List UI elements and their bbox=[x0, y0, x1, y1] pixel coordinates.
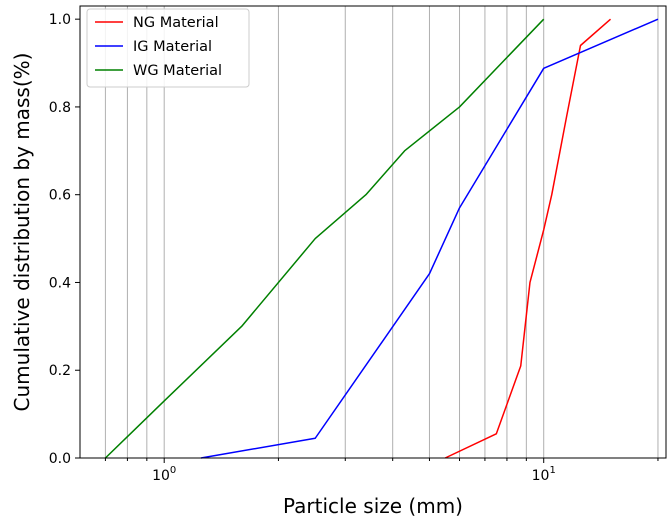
x-tick-label: 100 bbox=[152, 465, 176, 484]
legend-label: IG Material bbox=[133, 39, 212, 55]
series-line-wg-material bbox=[104, 18, 545, 459]
legend-box bbox=[86, 8, 250, 88]
series-line-ig-material bbox=[200, 18, 659, 459]
series-lines bbox=[104, 18, 659, 459]
legend-label: WG Material bbox=[133, 63, 222, 79]
y-tick-label: 0.4 bbox=[49, 275, 71, 291]
x-tick-label-exponent: 0 bbox=[170, 465, 176, 476]
x-tick-label-exponent: 1 bbox=[549, 465, 555, 476]
x-tick-label-base: 10 bbox=[532, 468, 550, 484]
legend-label: NG Material bbox=[133, 15, 219, 31]
y-tick-label: 0.0 bbox=[49, 451, 71, 467]
plot-frame bbox=[79, 5, 667, 459]
series-line-ng-material bbox=[444, 18, 612, 459]
y-tick-label: 1.0 bbox=[49, 12, 71, 28]
y-tick-label: 0.6 bbox=[49, 188, 71, 204]
y-tick-label: 0.8 bbox=[49, 100, 71, 116]
y-axis-label: Cumulative distribution by mass(%) bbox=[10, 53, 34, 412]
legend: NG Material IG Material WG Material bbox=[86, 8, 250, 88]
y-tick-label: 0.2 bbox=[49, 363, 71, 379]
x-tick-label: 101 bbox=[532, 465, 556, 484]
x-tick-label-base: 10 bbox=[152, 468, 170, 484]
x-axis-label: Particle size (mm) bbox=[283, 494, 463, 518]
